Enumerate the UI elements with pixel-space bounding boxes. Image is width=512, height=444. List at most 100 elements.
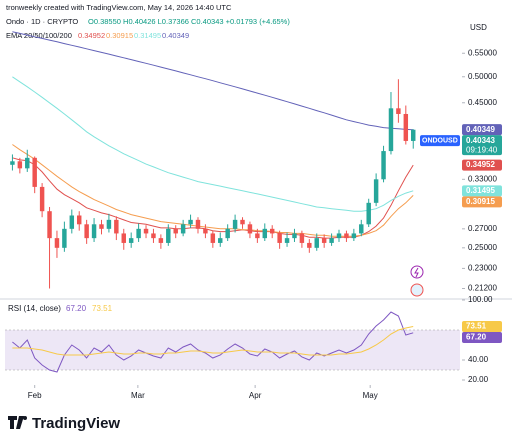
candle-body bbox=[76, 215, 82, 225]
candle-body bbox=[225, 228, 230, 239]
price-tag bbox=[462, 185, 502, 197]
candle-body bbox=[351, 233, 357, 239]
candle-body bbox=[247, 224, 253, 234]
candle-body bbox=[25, 157, 30, 169]
y-tick-label: 0.55000 bbox=[468, 48, 497, 57]
series-line bbox=[12, 311, 414, 373]
pane bbox=[5, 311, 460, 373]
price-tag-label: 0.40349 bbox=[466, 125, 495, 134]
logo bbox=[8, 416, 27, 429]
candle-body bbox=[336, 233, 342, 239]
legend-value: 0.31495 bbox=[134, 31, 161, 40]
candle-body bbox=[203, 228, 208, 234]
series-line bbox=[12, 76, 414, 212]
legend-value: 73.51 bbox=[92, 304, 113, 313]
candle-body bbox=[128, 238, 134, 243]
symbol: Ondo · 1D · CRYPTO bbox=[6, 17, 78, 26]
candle-body bbox=[344, 233, 349, 239]
y-tick-label: 0.21200 bbox=[468, 284, 497, 293]
series-line bbox=[12, 31, 414, 131]
candle-body bbox=[284, 238, 290, 243]
x-tick-label: Mar bbox=[131, 391, 145, 400]
candle-body bbox=[255, 233, 260, 239]
candle-body bbox=[136, 228, 141, 239]
currency: USD bbox=[470, 23, 487, 32]
candle-body bbox=[84, 224, 89, 239]
candle-body bbox=[314, 238, 319, 248]
price-tag-label: 0.40343 bbox=[466, 136, 495, 145]
candle-body bbox=[359, 224, 364, 234]
price-tag bbox=[462, 196, 502, 208]
y-tick-label: 0.45000 bbox=[468, 98, 497, 107]
y-tick-label: 0.50000 bbox=[468, 72, 497, 81]
candle-body bbox=[54, 238, 60, 248]
candle-body bbox=[321, 238, 327, 243]
candle-body bbox=[114, 219, 119, 234]
legend-value: 67.20 bbox=[66, 304, 87, 313]
candle-body bbox=[47, 211, 52, 239]
countdown: 09:19:40 bbox=[466, 145, 498, 154]
candle-body bbox=[210, 233, 216, 243]
rsi-band bbox=[5, 330, 460, 370]
y-tick-label: 20.00 bbox=[468, 375, 489, 384]
candle-body bbox=[121, 233, 126, 243]
brand: TradingView bbox=[32, 415, 120, 432]
candle-body bbox=[173, 228, 178, 234]
candle-body bbox=[69, 215, 75, 229]
candle-body bbox=[32, 157, 37, 187]
price-tag-label: 0.31495 bbox=[466, 186, 495, 195]
candle-body bbox=[10, 161, 15, 165]
icons bbox=[410, 265, 424, 297]
candle-body bbox=[388, 108, 394, 152]
candle-body bbox=[39, 186, 45, 212]
candle-body bbox=[292, 233, 297, 239]
x-tick-label: Feb bbox=[28, 391, 42, 400]
candle-body bbox=[218, 238, 223, 243]
y-tick-label: 0.33000 bbox=[468, 174, 497, 183]
symbol-tag-label: ONDOUSD bbox=[422, 138, 458, 145]
price-tag bbox=[462, 331, 502, 343]
candle-body bbox=[403, 113, 409, 141]
candle-body bbox=[195, 219, 201, 229]
x-tick-label: Apr bbox=[249, 391, 262, 400]
candle-body bbox=[232, 219, 238, 229]
legend-value: 0.34952 bbox=[78, 31, 105, 40]
candle-body bbox=[62, 228, 67, 248]
candle-body bbox=[151, 233, 156, 239]
symbol-tag bbox=[420, 135, 460, 147]
candle-body bbox=[158, 238, 164, 243]
candle-body bbox=[188, 219, 193, 225]
candle-body bbox=[396, 108, 401, 114]
candle-body bbox=[411, 129, 416, 141]
y-tick-label: 100.00 bbox=[468, 295, 493, 304]
series-line bbox=[12, 326, 414, 356]
candle-body bbox=[277, 233, 282, 243]
candle-body bbox=[269, 228, 275, 234]
y-tick-label: 0.27000 bbox=[468, 224, 497, 233]
credit: tronweekly created with TradingView.com,… bbox=[6, 3, 232, 12]
legend-value: 0.40349 bbox=[162, 31, 189, 40]
candle-body bbox=[180, 224, 186, 234]
x-tick-label: May bbox=[363, 391, 378, 400]
legend-value: 0.30915 bbox=[106, 31, 133, 40]
ema-legend: EMA 20/50/100/200 bbox=[6, 31, 72, 40]
price-tag-label: 67.20 bbox=[466, 333, 487, 342]
price-tag bbox=[462, 320, 502, 332]
price-tag bbox=[462, 124, 502, 136]
price-tag bbox=[462, 159, 502, 171]
candle-body bbox=[17, 161, 23, 169]
candle-body bbox=[166, 228, 171, 243]
candle-body bbox=[366, 202, 371, 225]
y-tick-label: 0.25000 bbox=[468, 243, 497, 252]
candle-body bbox=[106, 219, 112, 229]
candle-body bbox=[373, 179, 379, 203]
y-tick-label: 40.00 bbox=[468, 355, 489, 364]
price-tag bbox=[462, 135, 502, 156]
price-tag-label: 0.30915 bbox=[466, 197, 495, 206]
price-tag-label: 73.51 bbox=[466, 322, 487, 331]
quote: O0.38550 H0.40426 L0.37366 C0.40343 +0.0… bbox=[88, 17, 290, 26]
candle-body bbox=[262, 228, 268, 239]
candle-body bbox=[307, 242, 312, 248]
pane bbox=[10, 31, 416, 289]
